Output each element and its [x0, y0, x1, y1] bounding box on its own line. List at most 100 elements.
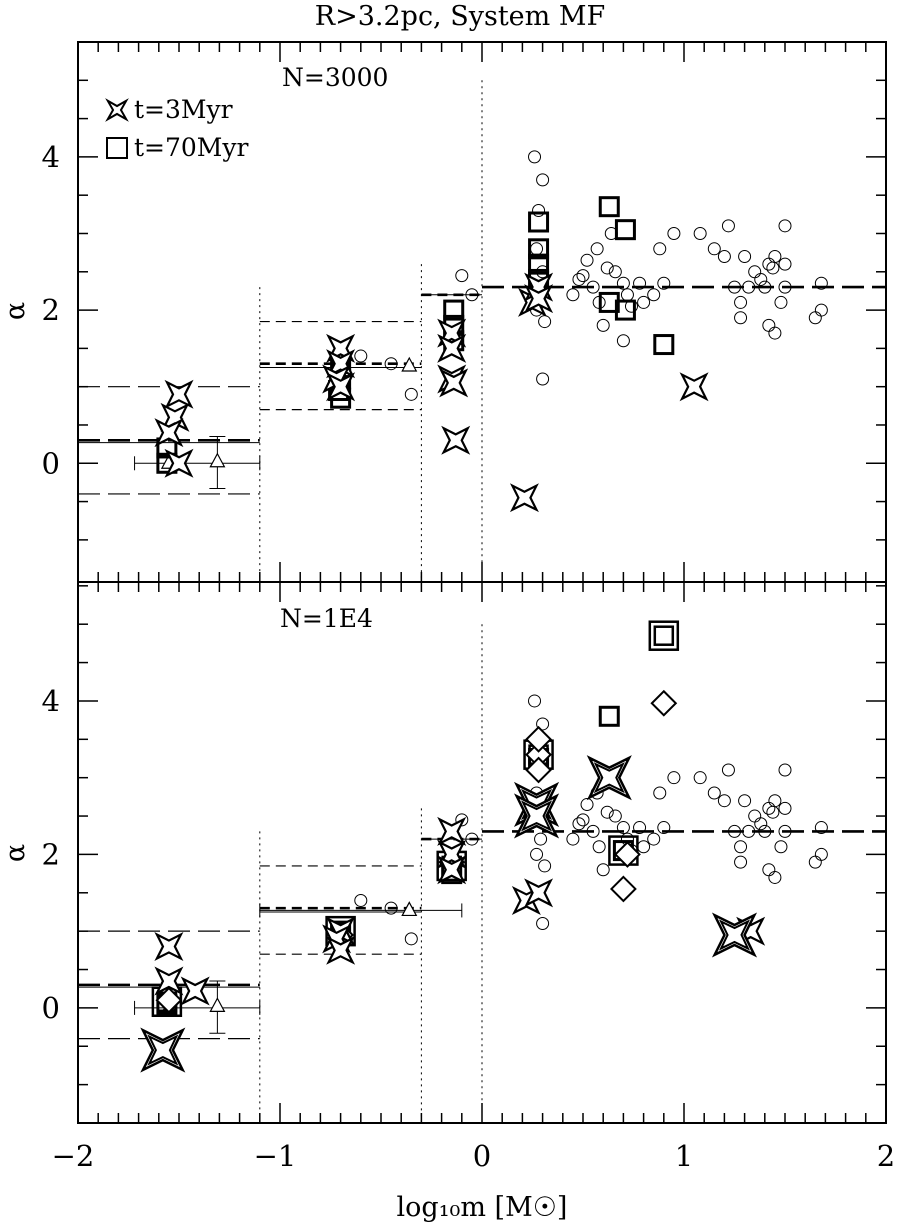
data-square [528, 238, 550, 260]
data-circle [572, 817, 586, 831]
data-triangle [209, 997, 226, 1012]
data-triangle [209, 452, 226, 468]
data-circle [728, 280, 741, 294]
data-circle [404, 387, 418, 401]
data-circle [566, 832, 580, 846]
data-star-large [147, 1034, 179, 1066]
data-circle [748, 809, 762, 823]
data-circle [455, 269, 469, 283]
x-tick-label: 0 [473, 1139, 491, 1173]
x-axis-label: log₁₀m [M☉] [397, 1192, 568, 1223]
data-star [439, 368, 469, 398]
data-circle [536, 372, 550, 386]
data-circle [717, 794, 731, 808]
data-star-large [586, 755, 632, 801]
y-tick-label: 2 [42, 293, 60, 327]
y-tick-label: 2 [42, 837, 60, 871]
data-circle [814, 303, 828, 317]
data-circle [748, 265, 762, 279]
data-star [154, 931, 184, 962]
data-circle [536, 173, 550, 187]
data-circle [774, 840, 788, 854]
data-circle [693, 226, 707, 240]
data-circle [620, 288, 634, 302]
data-circle [536, 916, 550, 930]
data-star-large [140, 1027, 186, 1073]
data-circle [734, 840, 748, 854]
data-circle [616, 276, 630, 290]
data-circle [608, 809, 622, 823]
data-star [441, 425, 471, 455]
data-circle [814, 847, 828, 861]
data-circle [738, 249, 752, 263]
data-circle [738, 794, 752, 808]
data-circle [657, 276, 671, 290]
data-star-large [718, 919, 751, 951]
data-circle [354, 349, 368, 363]
data-circle [455, 813, 469, 827]
data-circle [572, 272, 586, 286]
data-square [528, 253, 550, 275]
data-circle [576, 269, 590, 283]
data-star [524, 878, 554, 908]
y-axis-label-bottom: α [0, 844, 31, 862]
data-circle [778, 824, 792, 838]
data-circle [465, 288, 479, 302]
data-square-double [608, 835, 639, 866]
data-diamond [650, 689, 678, 717]
data-circle [586, 824, 600, 838]
data-diamond [525, 725, 552, 753]
data-circle [404, 932, 418, 946]
data-circle [633, 276, 647, 290]
annotation-bottom: N=1E4 [280, 604, 373, 633]
data-diamond [155, 986, 183, 1014]
data-circle [754, 817, 768, 831]
x-tick-label: −2 [52, 1139, 95, 1173]
annotation-top: N=3000 [282, 63, 388, 92]
data-star [154, 418, 184, 448]
data-square [443, 299, 465, 321]
data-circle [721, 763, 735, 777]
y-tick-label: 0 [42, 991, 60, 1025]
data-circle [590, 242, 604, 256]
data-circle [586, 280, 600, 294]
data-circle [528, 694, 542, 708]
data-square-double [648, 620, 680, 651]
data-star [154, 966, 184, 996]
data-circle [778, 801, 792, 815]
data-circle [616, 334, 630, 348]
data-circle [657, 821, 671, 835]
data-circle [530, 242, 544, 256]
data-circle [354, 893, 368, 907]
data-circle [534, 832, 548, 846]
data-circle [778, 257, 792, 271]
data-square [598, 196, 620, 218]
data-star-large [513, 793, 560, 839]
data-circle [734, 855, 748, 869]
y-tick-label: 4 [42, 140, 60, 174]
data-circle [538, 859, 552, 873]
data-circle [742, 280, 756, 294]
y-axis-label-top: α [0, 302, 31, 320]
data-circle [647, 288, 661, 302]
data-circle [596, 863, 610, 877]
data-circle [616, 821, 630, 835]
legend-square-symbol [106, 137, 128, 159]
data-circle [721, 219, 735, 233]
data-circle [768, 794, 782, 808]
data-star [180, 976, 210, 1006]
data-diamond [609, 875, 637, 903]
data-circle [637, 840, 651, 854]
data-triangle [401, 901, 418, 917]
data-circle [814, 276, 828, 290]
data-circle [465, 832, 479, 846]
legend-label-star: t=3Myr [134, 95, 233, 124]
data-circle [580, 798, 594, 812]
panel-bottom: 0 2 4 −2 −1 0 1 2 [42, 581, 895, 1173]
data-circle [576, 813, 590, 827]
data-star [326, 372, 356, 402]
data-circle [532, 204, 546, 218]
panel-top: 0 2 4 [42, 41, 887, 583]
data-star [524, 284, 554, 314]
